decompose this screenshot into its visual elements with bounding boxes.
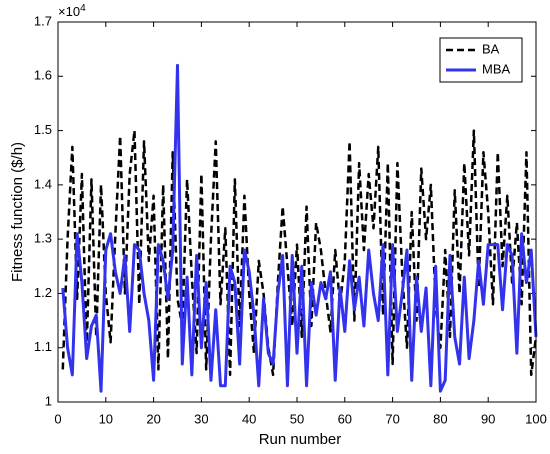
y-tick-label: 1.4 [34, 176, 52, 191]
x-tick-label: 80 [433, 411, 447, 426]
y-tick-label: 1.3 [34, 231, 52, 246]
y-tick-label: 1.1 [34, 339, 52, 354]
x-tick-label: 70 [385, 411, 399, 426]
y-multiplier-base: ×10 [58, 4, 80, 19]
series-line [61, 63, 538, 393]
y-axis-label: Fitness function ($/h) [9, 142, 26, 282]
x-tick-label: 100 [525, 411, 547, 426]
y-tick-label: 1.7 [34, 13, 52, 28]
axes-box [57, 21, 537, 403]
x-tick-label: 60 [338, 411, 352, 426]
x-tick-label: 50 [290, 411, 304, 426]
legend-label: BA [482, 41, 500, 56]
x-axis-label: Run number [259, 431, 342, 448]
x-tick-label: 20 [146, 411, 160, 426]
x-tick-label: 90 [481, 411, 495, 426]
y-tick-label: 1.6 [34, 68, 52, 83]
y-multiplier: ×104 [58, 3, 86, 20]
y-tick-label: 1 [45, 393, 52, 408]
x-tick-label: 40 [242, 411, 256, 426]
x-tick-label: 10 [99, 411, 113, 426]
x-tick-label: 0 [54, 411, 61, 426]
y-tick-label: 1.5 [34, 122, 52, 137]
legend-label: MBA [482, 61, 511, 76]
y-tick-label: 1.2 [34, 285, 52, 300]
legend-box [439, 37, 523, 83]
y-multiplier-exponent: 4 [80, 3, 86, 14]
x-tick-label: 30 [194, 411, 208, 426]
